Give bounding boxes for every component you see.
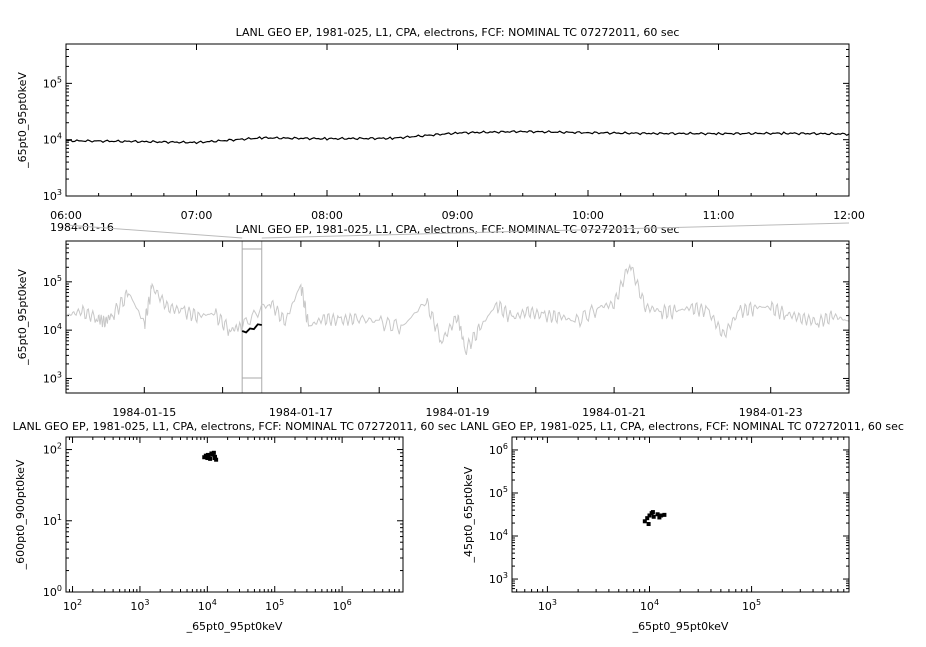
chart3-title: LANL GEO EP, 1981-025, L1, CPA, electron… xyxy=(13,420,457,433)
chart2-frame xyxy=(65,240,850,394)
chart3-point xyxy=(205,452,210,457)
chart3-xtick-label: 102 xyxy=(63,598,82,613)
chart2-series-grey xyxy=(65,263,850,355)
chart2-xtick-label: 1984-01-17 xyxy=(269,406,333,419)
chart2-title: LANL GEO EP, 1981-025, L1, CPA, electron… xyxy=(236,223,680,236)
chart2-xtick-label: 1984-01-19 xyxy=(426,406,490,419)
chart2-ytick-label: 104 xyxy=(43,322,62,337)
chart4-title: LANL GEO EP, 1981-025, L1, CPA, electron… xyxy=(460,420,904,433)
chart3-ytick-label: 100 xyxy=(43,584,62,599)
chart1-xtick-label: 09:00 xyxy=(442,209,474,222)
chart3-xtick-label: 104 xyxy=(198,598,217,613)
chart1-xtick-label: 12:00 xyxy=(833,209,865,222)
chart2-ytick-label: 103 xyxy=(43,370,62,385)
chart3-point xyxy=(212,456,217,461)
chart2-xtick-label: 1984-01-21 xyxy=(582,406,646,419)
chart4-ytick-label: 105 xyxy=(489,485,508,500)
chart3-ytick-label: 101 xyxy=(43,513,62,528)
chart1-title: LANL GEO EP, 1981-025, L1, CPA, electron… xyxy=(236,26,680,39)
chart3-ytick-label: 102 xyxy=(43,442,62,457)
chart4-xtick-label: 105 xyxy=(742,598,761,613)
chart3-xtick-label: 105 xyxy=(265,598,284,613)
chart2-xtick-label: 1984-01-23 xyxy=(739,406,803,419)
chart4-xlabel: _65pt0_95pt0keV xyxy=(632,620,729,633)
chart1-xtick-label: 07:00 xyxy=(181,209,213,222)
chart1-date-label: 1984-01-16 xyxy=(50,221,114,234)
chart1-xtick-label: 08:00 xyxy=(311,209,343,222)
chart3-point xyxy=(211,450,216,455)
chart1-xtick-label: 11:00 xyxy=(703,209,735,222)
chart4-xtick-label: 103 xyxy=(538,598,557,613)
zoom-connector-left xyxy=(65,224,243,239)
chart1-ytick-label: 103 xyxy=(43,188,62,203)
chart1-xtick-label: 06:00 xyxy=(50,209,82,222)
chart3-xtick-label: 103 xyxy=(130,598,149,613)
chart1-ytick-label: 104 xyxy=(43,132,62,147)
chart1-frame xyxy=(65,43,850,197)
chart4-point xyxy=(646,522,651,527)
chart1-series-line xyxy=(65,130,850,145)
chart4-point xyxy=(647,513,652,518)
chart4-ylabel: _45pt0_65pt0keV xyxy=(462,466,475,563)
chart3-xtick-label: 106 xyxy=(333,598,352,613)
zoom-connector-right xyxy=(261,222,850,239)
chart3-frame xyxy=(65,436,404,593)
chart4-point xyxy=(650,510,655,515)
chart1-ylabel: _65pt0_95pt0keV xyxy=(16,72,29,169)
chart2-ylabel: _65pt0_95pt0keV xyxy=(16,269,29,366)
chart4-xtick-label: 104 xyxy=(640,598,659,613)
chart4-point xyxy=(651,514,656,519)
chart3-point xyxy=(209,451,214,456)
chart1-ytick-label: 105 xyxy=(43,75,62,90)
chart4-point xyxy=(655,512,660,517)
chart2-xtick-label: 1984-01-15 xyxy=(112,406,176,419)
chart3-ylabel: _600pt0_900pt0keV xyxy=(14,459,27,570)
chart1-xtick-label: 10:00 xyxy=(572,209,604,222)
chart4-ytick-label: 103 xyxy=(489,571,508,586)
chart4-frame xyxy=(511,436,850,593)
chart3-point xyxy=(203,453,208,458)
chart3-xlabel: _65pt0_95pt0keV xyxy=(186,620,283,633)
chart2-series-highlight xyxy=(241,323,262,334)
chart4-point xyxy=(642,519,647,524)
chart3-point xyxy=(208,456,213,461)
chart4-point xyxy=(657,515,662,520)
chart4-point xyxy=(662,512,667,517)
chart4-ytick-label: 106 xyxy=(489,442,508,457)
chart2-ytick-label: 105 xyxy=(43,274,62,289)
chart4-point xyxy=(645,516,650,521)
chart4-ytick-label: 104 xyxy=(489,528,508,543)
